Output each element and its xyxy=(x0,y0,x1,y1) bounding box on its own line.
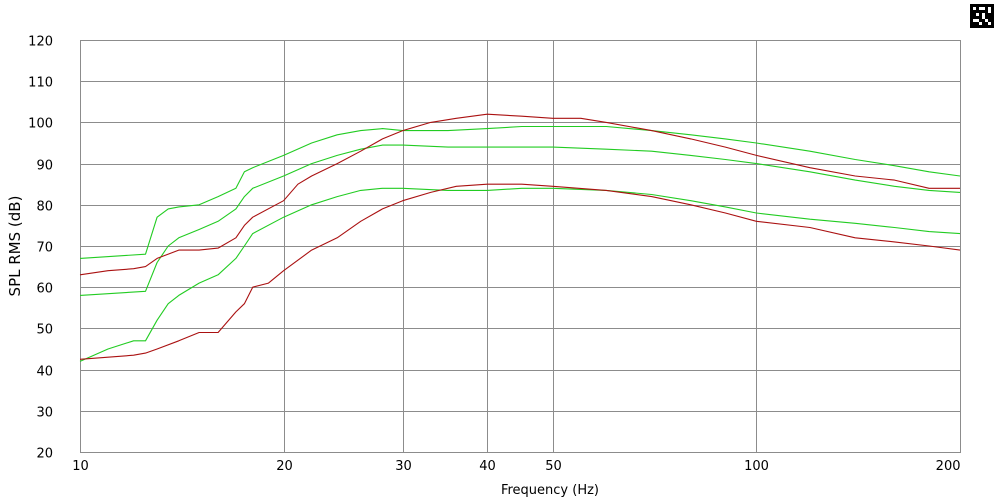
grid-lines xyxy=(80,40,961,453)
x-tick-labels: 10 20 30 40 50 100 200 xyxy=(72,459,960,474)
series-line-4 xyxy=(79,113,960,276)
y-tick-labels: 20 30 40 50 60 70 80 90 100 110 120 xyxy=(28,35,53,462)
y-tick-label: 50 xyxy=(36,323,53,338)
y-tick-label: 90 xyxy=(36,159,53,174)
x-tick-label: 10 xyxy=(72,459,89,474)
y-tick-label: 120 xyxy=(28,35,53,50)
x-tick-label: 30 xyxy=(395,459,412,474)
y-tick-label: 80 xyxy=(36,200,53,215)
y-tick-label: 20 xyxy=(36,447,53,462)
y-tick-label: 70 xyxy=(36,241,53,256)
y-tick-label: 30 xyxy=(36,406,53,421)
y-tick-label: 60 xyxy=(36,282,53,297)
x-tick-label: 100 xyxy=(744,459,769,474)
series-line-2 xyxy=(79,144,961,296)
y-tick-label: 40 xyxy=(36,365,53,380)
series-lines xyxy=(79,113,961,362)
x-tick-label: 20 xyxy=(276,459,293,474)
qr-code-icon xyxy=(970,4,994,28)
series-line-5 xyxy=(79,183,961,360)
x-tick-label: 40 xyxy=(479,459,496,474)
x-tick-label: 200 xyxy=(936,459,961,474)
y-axis-label: SPL RMS (dB) xyxy=(6,196,24,297)
series-line-3 xyxy=(79,187,961,362)
series-line-1 xyxy=(79,125,961,259)
y-tick-label: 110 xyxy=(28,76,53,91)
x-tick-label: 50 xyxy=(545,459,562,474)
y-tick-label: 100 xyxy=(28,117,53,132)
x-axis-label: Frequency (Hz) xyxy=(501,483,599,498)
